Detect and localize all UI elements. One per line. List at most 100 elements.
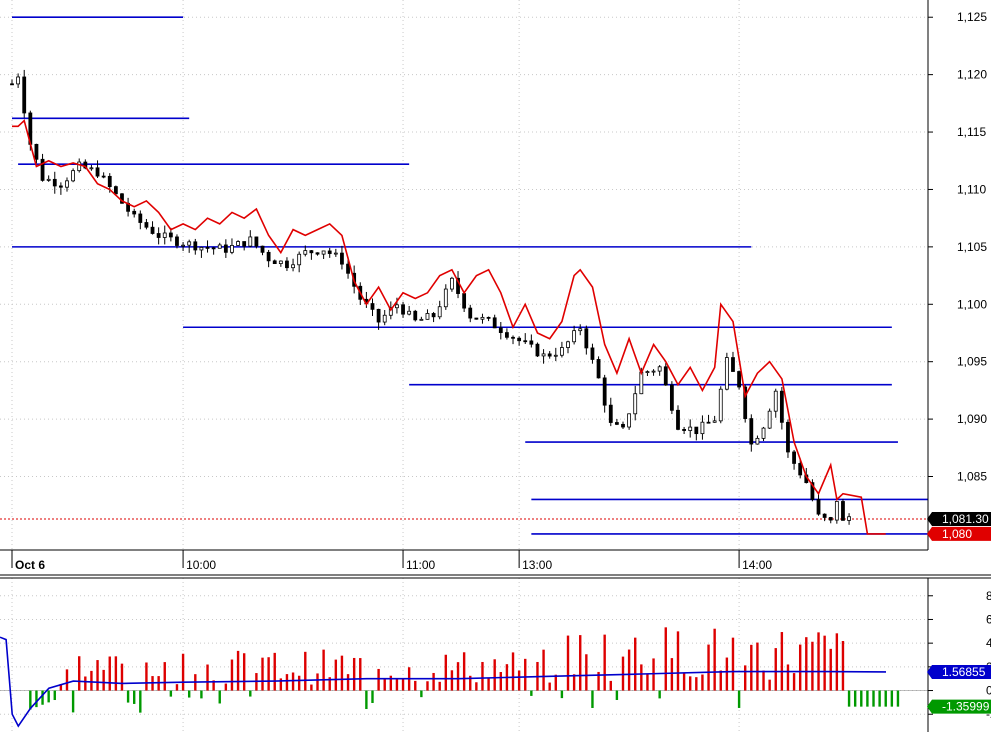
indicator-bar-negative: [530, 690, 533, 696]
price-bar-body: [584, 328, 589, 349]
price-bar-body: [566, 341, 570, 348]
price-bar-body: [816, 499, 821, 515]
price-bar-body: [333, 252, 338, 255]
indicator-bar-positive: [829, 648, 832, 691]
price-bar-body: [761, 427, 766, 439]
indicator-bar-positive: [823, 635, 826, 691]
price-bar-body: [676, 409, 680, 430]
indicator-bar-positive: [242, 653, 246, 691]
price-bar-body: [16, 76, 21, 85]
price-bar-body: [621, 423, 625, 428]
value-badge-shape: [927, 664, 991, 679]
indicator-bar-negative: [872, 690, 875, 707]
price-bar-body: [847, 516, 851, 521]
indicator-bar-positive: [59, 684, 63, 691]
price-bar-body: [614, 422, 619, 425]
value-badge: 1,081.30: [927, 511, 991, 526]
indicator-bar-positive: [230, 659, 234, 691]
indicator-bar-positive: [432, 672, 435, 691]
price-bar-body: [407, 310, 412, 315]
price-bar-body: [52, 178, 57, 187]
indicator-bar-negative: [249, 690, 252, 697]
price-bar-body: [706, 421, 711, 424]
indicator-bar-positive: [481, 661, 484, 691]
indicator-bar-positive: [798, 644, 802, 691]
indicator-histogram: [29, 627, 900, 713]
price-bar-body: [101, 175, 106, 178]
indicator-bar-negative: [53, 690, 56, 701]
price-bar-body: [651, 370, 656, 373]
price-bar-body: [340, 252, 344, 265]
price-bar-body: [810, 482, 815, 500]
price-bar-body: [443, 288, 448, 308]
indicator-bar-negative: [591, 690, 594, 708]
indicator-bar-negative: [169, 690, 173, 697]
price-bar-body: [205, 247, 210, 249]
price-bar-body: [535, 343, 540, 357]
time-axis: Oct 6 10:00 11:00 13:00 14:00: [0, 549, 991, 576]
indicator-bar-negative: [365, 690, 368, 710]
price-bar-body: [523, 340, 528, 343]
indicator-bar-negative: [658, 690, 661, 699]
price-tick-label: 1,110: [957, 182, 986, 196]
value-badges: 1,081.301,080 1.56855 -1.35999: [927, 511, 991, 714]
indicator-bar-positive: [805, 637, 808, 691]
price-bar-body: [297, 253, 302, 266]
price-bar-body: [431, 313, 436, 318]
price-bar-body: [578, 328, 583, 332]
indicator-bar-positive: [212, 680, 215, 691]
red-series-line: [12, 119, 886, 535]
indicator-bar-positive: [811, 641, 814, 691]
indicator-bar-positive: [774, 648, 777, 691]
price-bar-body: [572, 330, 577, 343]
price-bar-body: [517, 337, 522, 342]
indicator-bar-positive: [511, 652, 515, 691]
indicator-bar-positive: [597, 671, 600, 691]
indicator-bar-negative: [35, 690, 38, 708]
price-bar-body: [382, 314, 387, 323]
value-badge-shape: [927, 526, 991, 541]
price-bar-body: [217, 244, 222, 249]
price-bar-body: [291, 264, 295, 269]
price-bar-body: [327, 250, 332, 254]
indicator-bar-positive: [65, 669, 69, 691]
indicator-bar-positive: [389, 675, 393, 691]
indicator-bar-positive: [84, 676, 87, 691]
indicator-bar-negative: [615, 690, 619, 700]
price-bar-body: [511, 336, 515, 339]
price-bar-body: [755, 437, 760, 445]
indicator-bar-positive: [640, 664, 643, 691]
indicator-bar-positive: [634, 637, 637, 691]
indicator-bar-negative: [133, 690, 136, 704]
indicator-bar-positive: [414, 680, 417, 691]
price-bar-body: [425, 313, 430, 320]
indicator-bar-positive: [792, 673, 796, 691]
indicator-bar-positive: [579, 635, 582, 691]
indicator-bar-positive: [395, 678, 399, 691]
indicator-bar-positive: [780, 632, 784, 691]
indicator-bar-positive: [719, 670, 722, 691]
indicator-tick-label: 6: [986, 612, 991, 626]
price-bar-body: [71, 170, 75, 182]
indicator-bar-negative: [896, 690, 900, 707]
price-bar-body: [77, 161, 82, 172]
price-bar-body: [211, 247, 216, 250]
indicator-bar-positive: [725, 657, 729, 691]
price-bar-body: [773, 390, 778, 412]
price-bar-body: [737, 371, 741, 388]
indicator-bar-positive: [646, 674, 649, 691]
price-bar-body: [175, 236, 179, 246]
price-bar-body: [724, 357, 729, 390]
indicator-bar-positive: [750, 644, 753, 691]
time-tick-label: 13:00: [522, 558, 552, 572]
indicator-bar-positive: [273, 652, 276, 691]
value-badge: -1.35999: [927, 699, 991, 714]
price-tick-label: 1,115: [957, 125, 986, 139]
indicator-bar-positive: [475, 682, 478, 691]
price-bar-body: [798, 463, 803, 476]
indicator-bar-positive: [841, 641, 845, 691]
price-bar-body: [285, 260, 289, 269]
price-bar-body: [834, 501, 839, 521]
indicator-bar-positive: [175, 684, 179, 691]
price-bar-body: [492, 317, 497, 329]
